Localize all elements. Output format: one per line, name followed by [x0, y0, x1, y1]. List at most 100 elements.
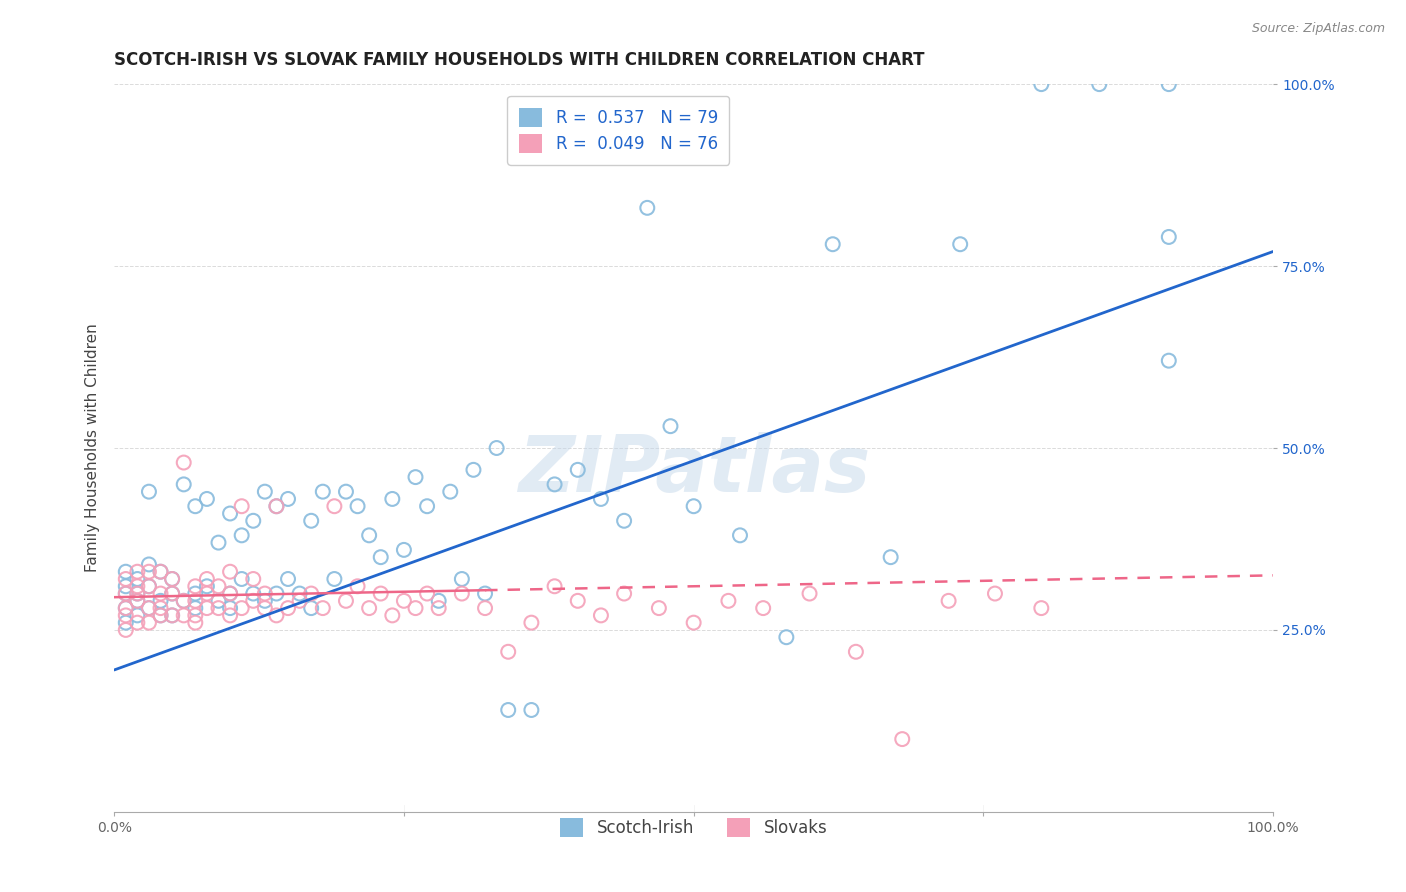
- Scotch-Irish: [543, 477, 565, 491]
- Scotch-Irish: [463, 463, 485, 477]
- Scotch-Irish: [821, 237, 844, 252]
- Slovaks: [114, 572, 136, 586]
- Slovaks: [359, 601, 381, 615]
- Scotch-Irish: [266, 500, 288, 514]
- Slovaks: [138, 579, 160, 593]
- Slovaks: [567, 594, 589, 608]
- Slovaks: [184, 594, 207, 608]
- Slovaks: [427, 601, 450, 615]
- Slovaks: [149, 586, 172, 600]
- Scotch-Irish: [370, 550, 392, 565]
- Slovaks: [392, 594, 415, 608]
- Scotch-Irish: [127, 586, 149, 600]
- Scotch-Irish: [231, 572, 253, 586]
- Scotch-Irish: [160, 608, 183, 623]
- Scotch-Irish: [496, 703, 519, 717]
- Slovaks: [266, 608, 288, 623]
- Slovaks: [299, 586, 322, 600]
- Slovaks: [266, 500, 288, 514]
- Slovaks: [346, 579, 368, 593]
- Scotch-Irish: [173, 594, 195, 608]
- Scotch-Irish: [277, 572, 299, 586]
- Slovaks: [381, 608, 404, 623]
- Slovaks: [127, 594, 149, 608]
- Slovaks: [589, 608, 612, 623]
- Scotch-Irish: [127, 572, 149, 586]
- Scotch-Irish: [114, 586, 136, 600]
- Scotch-Irish: [405, 470, 427, 484]
- Slovaks: [277, 601, 299, 615]
- Slovaks: [543, 579, 565, 593]
- Scotch-Irish: [439, 484, 461, 499]
- Scotch-Irish: [207, 594, 229, 608]
- Slovaks: [845, 645, 868, 659]
- Scotch-Irish: [288, 586, 311, 600]
- Text: SCOTCH-IRISH VS SLOVAK FAMILY HOUSEHOLDS WITH CHILDREN CORRELATION CHART: SCOTCH-IRISH VS SLOVAK FAMILY HOUSEHOLDS…: [114, 51, 925, 69]
- Scotch-Irish: [149, 608, 172, 623]
- Slovaks: [195, 586, 218, 600]
- Scotch-Irish: [474, 586, 496, 600]
- Scotch-Irish: [207, 535, 229, 549]
- Slovaks: [219, 608, 242, 623]
- Scotch-Irish: [1157, 230, 1180, 244]
- Slovaks: [149, 608, 172, 623]
- Scotch-Irish: [266, 586, 288, 600]
- Scotch-Irish: [879, 550, 901, 565]
- Scotch-Irish: [427, 594, 450, 608]
- Slovaks: [127, 586, 149, 600]
- Scotch-Irish: [253, 484, 276, 499]
- Slovaks: [938, 594, 960, 608]
- Slovaks: [173, 594, 195, 608]
- Slovaks: [242, 572, 264, 586]
- Y-axis label: Family Households with Children: Family Households with Children: [86, 324, 100, 573]
- Scotch-Irish: [1088, 77, 1111, 91]
- Scotch-Irish: [195, 491, 218, 506]
- Slovaks: [496, 645, 519, 659]
- Slovaks: [799, 586, 821, 600]
- Slovaks: [253, 586, 276, 600]
- Slovaks: [405, 601, 427, 615]
- Scotch-Irish: [114, 579, 136, 593]
- Scotch-Irish: [416, 500, 439, 514]
- Slovaks: [288, 594, 311, 608]
- Scotch-Irish: [450, 572, 472, 586]
- Slovaks: [184, 579, 207, 593]
- Slovaks: [520, 615, 543, 630]
- Scotch-Irish: [184, 601, 207, 615]
- Scotch-Irish: [242, 514, 264, 528]
- Slovaks: [195, 572, 218, 586]
- Scotch-Irish: [219, 601, 242, 615]
- Slovaks: [891, 732, 914, 747]
- Slovaks: [207, 579, 229, 593]
- Scotch-Irish: [359, 528, 381, 542]
- Scotch-Irish: [127, 594, 149, 608]
- Slovaks: [114, 608, 136, 623]
- Slovaks: [312, 601, 335, 615]
- Scotch-Irish: [636, 201, 658, 215]
- Slovaks: [127, 579, 149, 593]
- Text: Source: ZipAtlas.com: Source: ZipAtlas.com: [1251, 22, 1385, 36]
- Scotch-Irish: [242, 586, 264, 600]
- Slovaks: [173, 608, 195, 623]
- Scotch-Irish: [160, 586, 183, 600]
- Scotch-Irish: [312, 484, 335, 499]
- Slovaks: [184, 608, 207, 623]
- Scotch-Irish: [127, 608, 149, 623]
- Scotch-Irish: [138, 558, 160, 572]
- Scotch-Irish: [949, 237, 972, 252]
- Legend: Scotch-Irish, Slovaks: Scotch-Irish, Slovaks: [553, 811, 834, 844]
- Scotch-Irish: [775, 630, 797, 644]
- Slovaks: [242, 594, 264, 608]
- Slovaks: [138, 601, 160, 615]
- Scotch-Irish: [520, 703, 543, 717]
- Slovaks: [160, 586, 183, 600]
- Slovaks: [127, 565, 149, 579]
- Slovaks: [149, 601, 172, 615]
- Slovaks: [149, 565, 172, 579]
- Scotch-Irish: [589, 491, 612, 506]
- Scotch-Irish: [323, 572, 346, 586]
- Slovaks: [752, 601, 775, 615]
- Slovaks: [195, 601, 218, 615]
- Slovaks: [219, 586, 242, 600]
- Slovaks: [253, 601, 276, 615]
